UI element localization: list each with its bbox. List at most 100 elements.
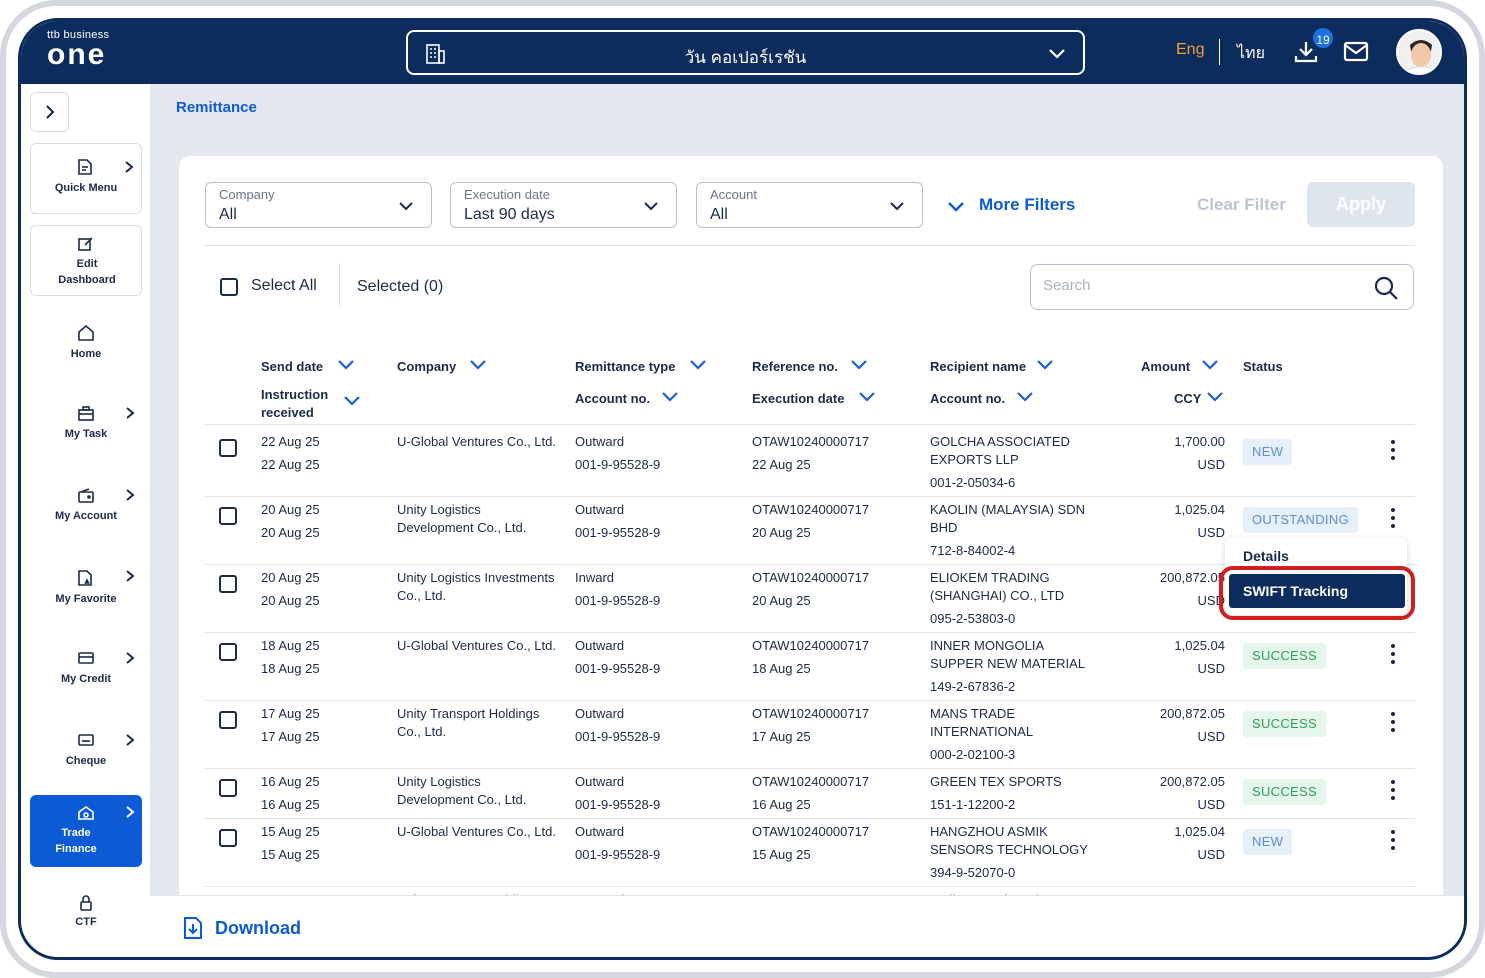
cheque-icon <box>78 734 94 746</box>
account-no-cell: 001-9-95528-9 <box>575 797 661 812</box>
search-icon[interactable] <box>1373 275 1399 301</box>
sidebar: Quick Menu Edit Dashboard Home My Task M… <box>21 84 150 957</box>
checkbox[interactable] <box>220 278 238 296</box>
search-box[interactable] <box>1030 264 1414 310</box>
sidebar-item-quick-menu[interactable]: Quick Menu <box>30 143 142 214</box>
edit-icon <box>78 237 93 251</box>
sidebar-item-ctf[interactable]: CTF <box>30 894 142 944</box>
table-row[interactable]: 18 Aug 25 18 Aug 25 U-Global Ventures Co.,… <box>205 633 1415 701</box>
col-send-date[interactable]: Send date <box>261 359 354 374</box>
chevron-down-icon <box>470 360 486 370</box>
status-badge: NEW <box>1243 439 1293 465</box>
company-selector[interactable]: วัน คอเปอร์เรชัน <box>406 30 1085 75</box>
search-input[interactable] <box>1043 277 1343 294</box>
kebab-icon[interactable] <box>1386 779 1400 803</box>
table-row[interactable]: 20 Aug 25 20 Aug 25 Unity Logistics Invest… <box>205 565 1415 633</box>
apply-button[interactable]: Apply <box>1307 182 1415 227</box>
sidebar-item-my-account[interactable]: My Account <box>30 486 142 536</box>
kebab-icon[interactable] <box>1386 507 1400 531</box>
remittance-panel: Company All Execution date Last 90 days … <box>179 156 1443 925</box>
row-checkbox[interactable] <box>219 711 237 729</box>
sidebar-item-label: Quick Menu <box>54 182 118 194</box>
execution-date-filter[interactable]: Execution date Last 90 days <box>450 182 677 228</box>
avatar[interactable] <box>1396 29 1442 75</box>
row-checkbox[interactable] <box>219 829 237 847</box>
chevron-down-icon <box>399 202 413 211</box>
table-row[interactable]: 22 Aug 25 22 Aug 25 U-Global Ventures Co.,… <box>205 429 1415 497</box>
chevron-right-icon <box>126 407 135 419</box>
table-row[interactable]: 16 Aug 25 16 Aug 25 Unity Logistics Develo… <box>205 769 1415 819</box>
row-checkbox[interactable] <box>219 507 237 525</box>
sidebar-item-label: My Account <box>55 510 117 522</box>
account-filter-value: All <box>710 206 728 223</box>
send-date-cell: 22 Aug 25 <box>261 434 320 449</box>
kebab-icon[interactable] <box>1386 439 1400 463</box>
sidebar-item-home[interactable]: Home <box>30 322 142 372</box>
account-filter[interactable]: Account All <box>696 182 923 228</box>
sidebar-item-my-credit[interactable]: My Credit <box>30 649 142 699</box>
lang-english[interactable]: Eng <box>1176 41 1205 58</box>
col-instruction-received[interactable]: Instruction received <box>261 386 360 422</box>
col-amount[interactable]: Amount <box>1141 359 1218 374</box>
row-checkbox[interactable] <box>219 575 237 593</box>
col-send-date-label: Send date <box>261 359 324 374</box>
col-recipient-account-no[interactable]: Account no. <box>930 391 1033 406</box>
kebab-icon[interactable] <box>1386 829 1400 853</box>
table-row[interactable]: 15 Aug 25 15 Aug 25 U-Global Ventures Co.,… <box>205 819 1415 887</box>
menu-item-details[interactable]: Details <box>1243 548 1289 564</box>
chevron-down-icon <box>690 360 706 370</box>
amount-cell: 200,872.05 <box>1159 774 1225 789</box>
remittance-type-cell: Outward <box>575 502 625 517</box>
credit-card-icon <box>78 652 94 664</box>
col-execution-date[interactable]: Execution date <box>752 391 875 406</box>
clear-filter-button[interactable]: Clear Filter <box>1197 195 1286 214</box>
col-account-no[interactable]: Account no. <box>575 391 678 406</box>
col-ccy[interactable]: CCY <box>1174 391 1223 406</box>
bottom-bar: Download <box>150 895 1464 957</box>
sidebar-item-label: Home <box>70 348 102 360</box>
execution-date-filter-value: Last 90 days <box>464 206 555 223</box>
download-icon[interactable] <box>1293 39 1319 65</box>
row-checkbox[interactable] <box>219 439 237 457</box>
table-row[interactable]: 20 Aug 25 20 Aug 25 Unity Logistics Develo… <box>205 497 1415 565</box>
row-checkbox[interactable] <box>219 779 237 797</box>
sidebar-item-cheque[interactable]: Cheque <box>30 731 142 781</box>
ccy-cell: USD <box>1197 661 1225 676</box>
chevron-down-icon <box>662 392 678 402</box>
col-company[interactable]: Company <box>397 359 486 374</box>
status-badge: SUCCESS <box>1243 711 1326 737</box>
brand-logo[interactable]: ttb business one <box>47 29 109 70</box>
sidebar-expand-button[interactable] <box>30 92 69 132</box>
breadcrumb[interactable]: Remittance <box>176 99 257 116</box>
chevron-right-icon <box>126 734 135 746</box>
sidebar-item-trade-finance[interactable]: Trade Finance <box>30 795 142 867</box>
company-filter[interactable]: Company All <box>205 182 432 228</box>
sidebar-item-label: Edit Dashboard <box>58 258 116 286</box>
col-execution-date-label: Execution date <box>752 391 845 406</box>
lang-thai[interactable]: ไทย <box>1237 45 1265 62</box>
company-cell: U-Global Ventures Co., Ltd. <box>397 638 556 653</box>
col-remittance-type[interactable]: Remittance type <box>575 359 706 374</box>
lang-divider <box>1219 39 1220 65</box>
sidebar-item-my-task[interactable]: My Task <box>30 404 142 454</box>
send-date-cell: 16 Aug 25 <box>261 774 320 789</box>
sidebar-item-label: Cheque <box>65 755 107 767</box>
mail-icon[interactable] <box>1343 41 1369 63</box>
row-divider <box>205 818 1415 819</box>
account-no-cell: 001-9-95528-9 <box>575 457 661 472</box>
row-divider <box>205 886 1415 887</box>
sidebar-item-label: My Favorite <box>55 593 117 605</box>
table-row[interactable]: 17 Aug 25 17 Aug 25 Unity Transport Holdin… <box>205 701 1415 769</box>
kebab-icon[interactable] <box>1386 711 1400 735</box>
col-reference-no[interactable]: Reference no. <box>752 359 867 374</box>
kebab-icon[interactable] <box>1386 643 1400 667</box>
send-date-cell: 20 Aug 25 <box>261 502 320 517</box>
briefcase-icon <box>78 406 94 421</box>
ccy-cell: USD <box>1197 525 1225 540</box>
sidebar-item-edit-dashboard[interactable]: Edit Dashboard <box>30 225 142 296</box>
sidebar-item-my-favorite[interactable]: My Favorite <box>30 567 142 617</box>
account-no-cell: 001-9-95528-9 <box>575 729 661 744</box>
row-checkbox[interactable] <box>219 643 237 661</box>
menu-item-swift-tracking[interactable]: SWIFT Tracking <box>1229 574 1405 608</box>
col-recipient-name[interactable]: Recipient name <box>930 359 1053 374</box>
